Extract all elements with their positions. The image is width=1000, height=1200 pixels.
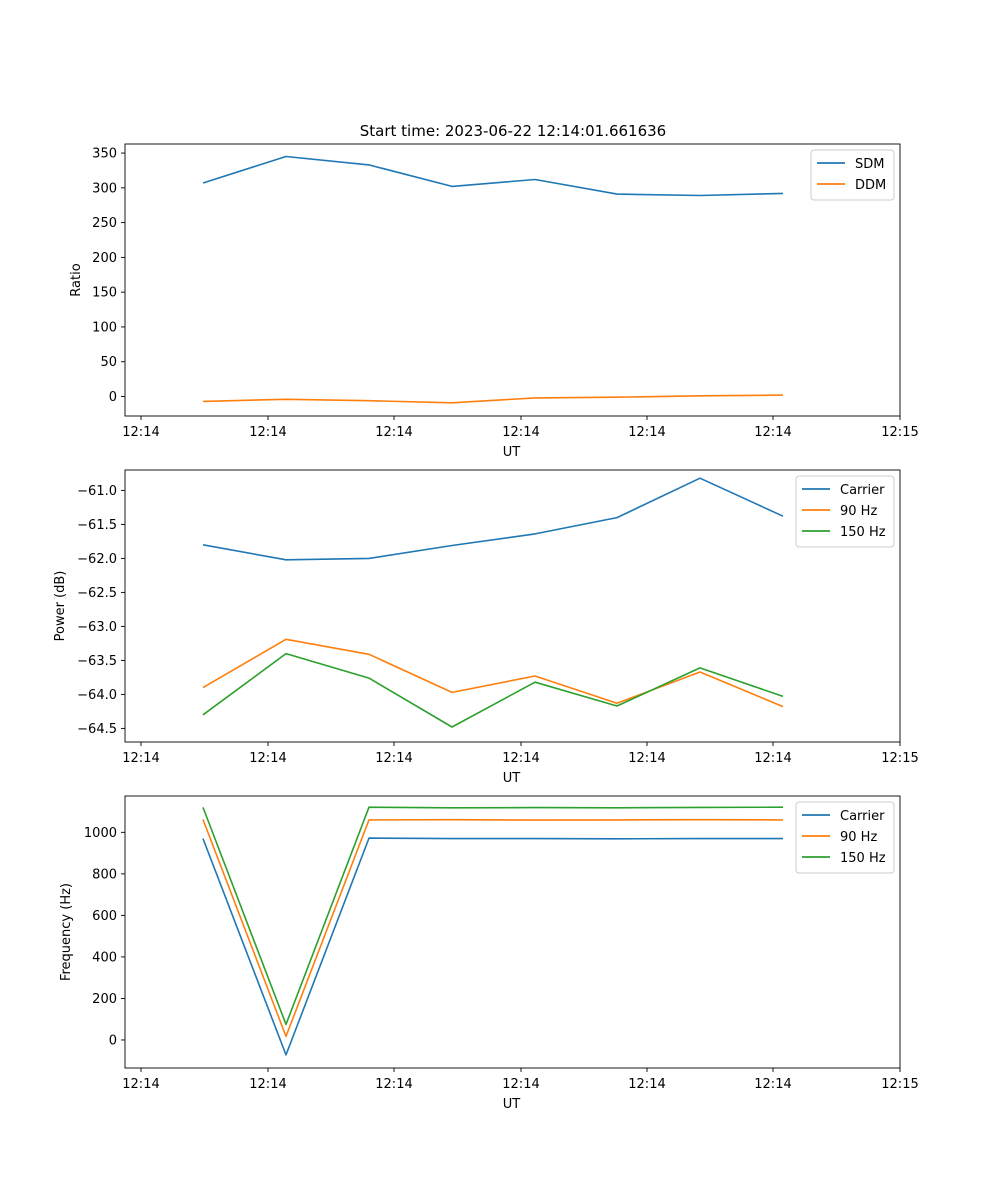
y-tick-label: 200: [92, 992, 117, 1007]
series-line-carrier: [202, 477, 784, 561]
series-line-150-hz: [202, 806, 784, 1026]
figure-title: Start time: 2023-06-22 12:14:01.661636: [360, 122, 666, 140]
y-tick-label: 800: [92, 867, 117, 882]
y-tick-label: 0: [109, 1033, 117, 1048]
y-axis-label: Frequency (Hz): [59, 883, 74, 981]
x-tick-label: 12:14: [375, 1077, 412, 1092]
y-tick-label: 100: [92, 320, 117, 335]
x-tick-label: 12:14: [375, 751, 412, 766]
y-tick-label: 50: [100, 355, 117, 370]
x-tick-label: 12:14: [754, 425, 791, 440]
x-tick-label: 12:14: [628, 425, 665, 440]
legend: Carrier 90 Hz 150 Hz: [795, 801, 895, 874]
y-tick-label: 400: [92, 950, 117, 965]
x-tick-label: 12:15: [881, 425, 918, 440]
legend-label: SDM: [855, 157, 884, 172]
x-tick-label: 12:14: [122, 425, 159, 440]
series-line-90-hz: [202, 638, 784, 708]
y-tick-label: −61.0: [77, 484, 117, 499]
x-tick-label: 12:14: [502, 1077, 539, 1092]
panel-2: 12:14 12:14 12:14 12:14 12:14 12:14 12:15 UT −64…: [53, 469, 919, 786]
axes-frame: [124, 795, 901, 1069]
series-line-sdm: [202, 155, 784, 197]
y-tick-label: 300: [92, 181, 117, 196]
y-tick-label: 0: [109, 390, 117, 405]
y-tick-label: −63.0: [77, 620, 117, 635]
axes-frame: [124, 143, 901, 417]
y-tick-label: 200: [92, 251, 117, 266]
legend-label: Carrier: [840, 809, 885, 824]
y-tick-label: −64.0: [77, 688, 117, 703]
y-tick-label: 250: [92, 216, 117, 231]
legend-label: 150 Hz: [840, 851, 886, 866]
y-tick-label: −61.5: [77, 518, 117, 533]
x-axis-label: UT: [503, 1097, 521, 1112]
x-axis-label: UT: [503, 771, 521, 786]
x-tick-label: 12:15: [881, 751, 918, 766]
y-axis-label: Power (dB): [53, 571, 68, 642]
series-line-ddm: [202, 394, 784, 404]
y-tick-label: 1000: [84, 826, 117, 841]
legend-box: [795, 801, 895, 874]
legend-label: 90 Hz: [840, 504, 877, 519]
x-tick-label: 12:14: [122, 1077, 159, 1092]
y-tick-label: −64.5: [77, 722, 117, 737]
x-tick-label: 12:14: [754, 751, 791, 766]
x-tick-label: 12:14: [249, 1077, 286, 1092]
x-tick-label: 12:14: [502, 425, 539, 440]
legend-label: Carrier: [840, 483, 885, 498]
panel-3: 12:14 12:14 12:14 12:14 12:14 12:14 12:15 UT 0 20…: [59, 795, 919, 1112]
panels: 12:14 12:14 12:14 12:14 12:14 12:14 12:15 UT 0 50…: [53, 143, 919, 1112]
y-tick-label: 150: [92, 286, 117, 301]
series-line-90-hz: [202, 818, 784, 1038]
legend-box: [795, 475, 895, 548]
panel-1: 12:14 12:14 12:14 12:14 12:14 12:14 12:15 UT 0 50…: [69, 143, 919, 460]
x-tick-label: 12:14: [375, 425, 412, 440]
y-tick-label: −62.0: [77, 552, 117, 567]
legend: SDM DDM: [810, 149, 895, 201]
legend-label: 90 Hz: [840, 830, 877, 845]
y-tick-label: −63.5: [77, 654, 117, 669]
legend-label: 150 Hz: [840, 525, 886, 540]
x-tick-label: 12:14: [754, 1077, 791, 1092]
series-line-carrier: [202, 837, 783, 1056]
axes-frame: [124, 469, 901, 743]
legend-label: DDM: [855, 178, 886, 193]
x-tick-label: 12:14: [628, 751, 665, 766]
series-line-150-hz: [202, 652, 784, 728]
x-tick-label: 12:14: [628, 1077, 665, 1092]
y-tick-label: 600: [92, 909, 117, 924]
x-tick-label: 12:14: [249, 425, 286, 440]
x-tick-label: 12:14: [249, 751, 286, 766]
legend: Carrier 90 Hz 150 Hz: [795, 475, 895, 548]
y-tick-label: −62.5: [77, 586, 117, 601]
x-axis-label: UT: [503, 445, 521, 460]
y-axis-label: Ratio: [69, 263, 84, 296]
x-tick-label: 12:14: [502, 751, 539, 766]
x-tick-label: 12:14: [122, 751, 159, 766]
y-tick-label: 350: [92, 147, 117, 162]
x-tick-label: 12:15: [881, 1077, 918, 1092]
